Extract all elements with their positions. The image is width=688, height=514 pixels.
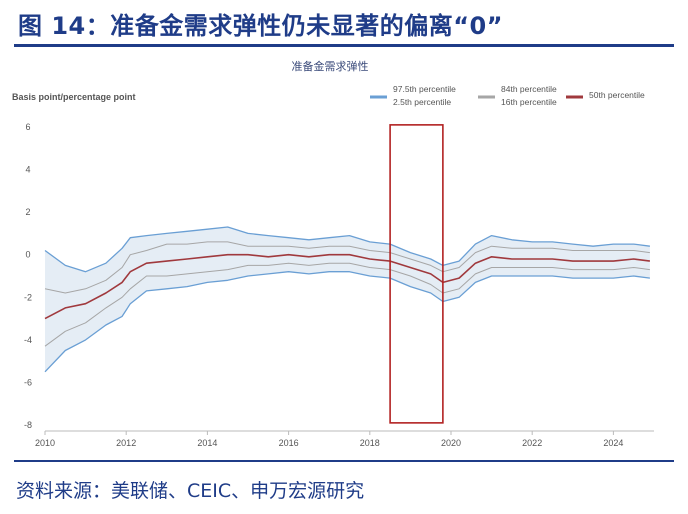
title-rule — [14, 44, 674, 47]
figure-title: 图 14：准备金需求弹性仍未显著的偏离“0” — [18, 12, 503, 40]
highlight-box — [389, 124, 444, 424]
confidence-band — [45, 227, 650, 372]
x-tick-label: 2012 — [116, 438, 136, 448]
legend-label: 84th percentile — [501, 84, 557, 94]
y-tick-label: 2 — [25, 207, 30, 217]
series-line-84th-percentile — [44, 241, 650, 294]
source-note: 资料来源：美联储、CEIC、申万宏源研究 — [16, 480, 365, 502]
y-tick-label: 0 — [25, 250, 30, 260]
y-tick-label: -4 — [24, 335, 32, 345]
series-line-2-5th-percentile — [44, 271, 650, 373]
y-tick-label: -8 — [24, 420, 32, 430]
y-tick-label: -6 — [24, 377, 32, 387]
series-line-97-5th-percentile — [44, 226, 650, 273]
legend: 97.5th percentile 2.5th percentile 84th pe… — [370, 84, 645, 107]
legend-label: 97.5th percentile — [393, 84, 456, 94]
x-tick-label: 2020 — [441, 438, 461, 448]
series-line-50th-percentile — [44, 253, 651, 320]
x-tick-label: 2014 — [197, 438, 217, 448]
legend-label: 50th percentile — [589, 90, 645, 100]
y-tick-label: 4 — [25, 165, 30, 175]
x-tick-label: 2022 — [522, 438, 542, 448]
chart: 准备金需求弹性 Basis point/percentage point 97.… — [12, 59, 654, 448]
series-line-16th-percentile — [44, 262, 650, 347]
legend-label: 2.5th percentile — [393, 97, 451, 107]
x-tick-label: 2010 — [35, 438, 55, 448]
x-tick-label: 2024 — [603, 438, 623, 448]
x-tick-label: 2018 — [360, 438, 380, 448]
x-tick-label: 2016 — [279, 438, 299, 448]
y-tick-label: -2 — [24, 292, 32, 302]
source-rule — [14, 460, 674, 462]
y-axis-label: Basis point/percentage point — [12, 92, 136, 102]
chart-title: 准备金需求弹性 — [292, 59, 369, 73]
plot-area — [44, 124, 651, 424]
y-tick-label: 6 — [25, 122, 30, 132]
legend-label: 16th percentile — [501, 97, 557, 107]
